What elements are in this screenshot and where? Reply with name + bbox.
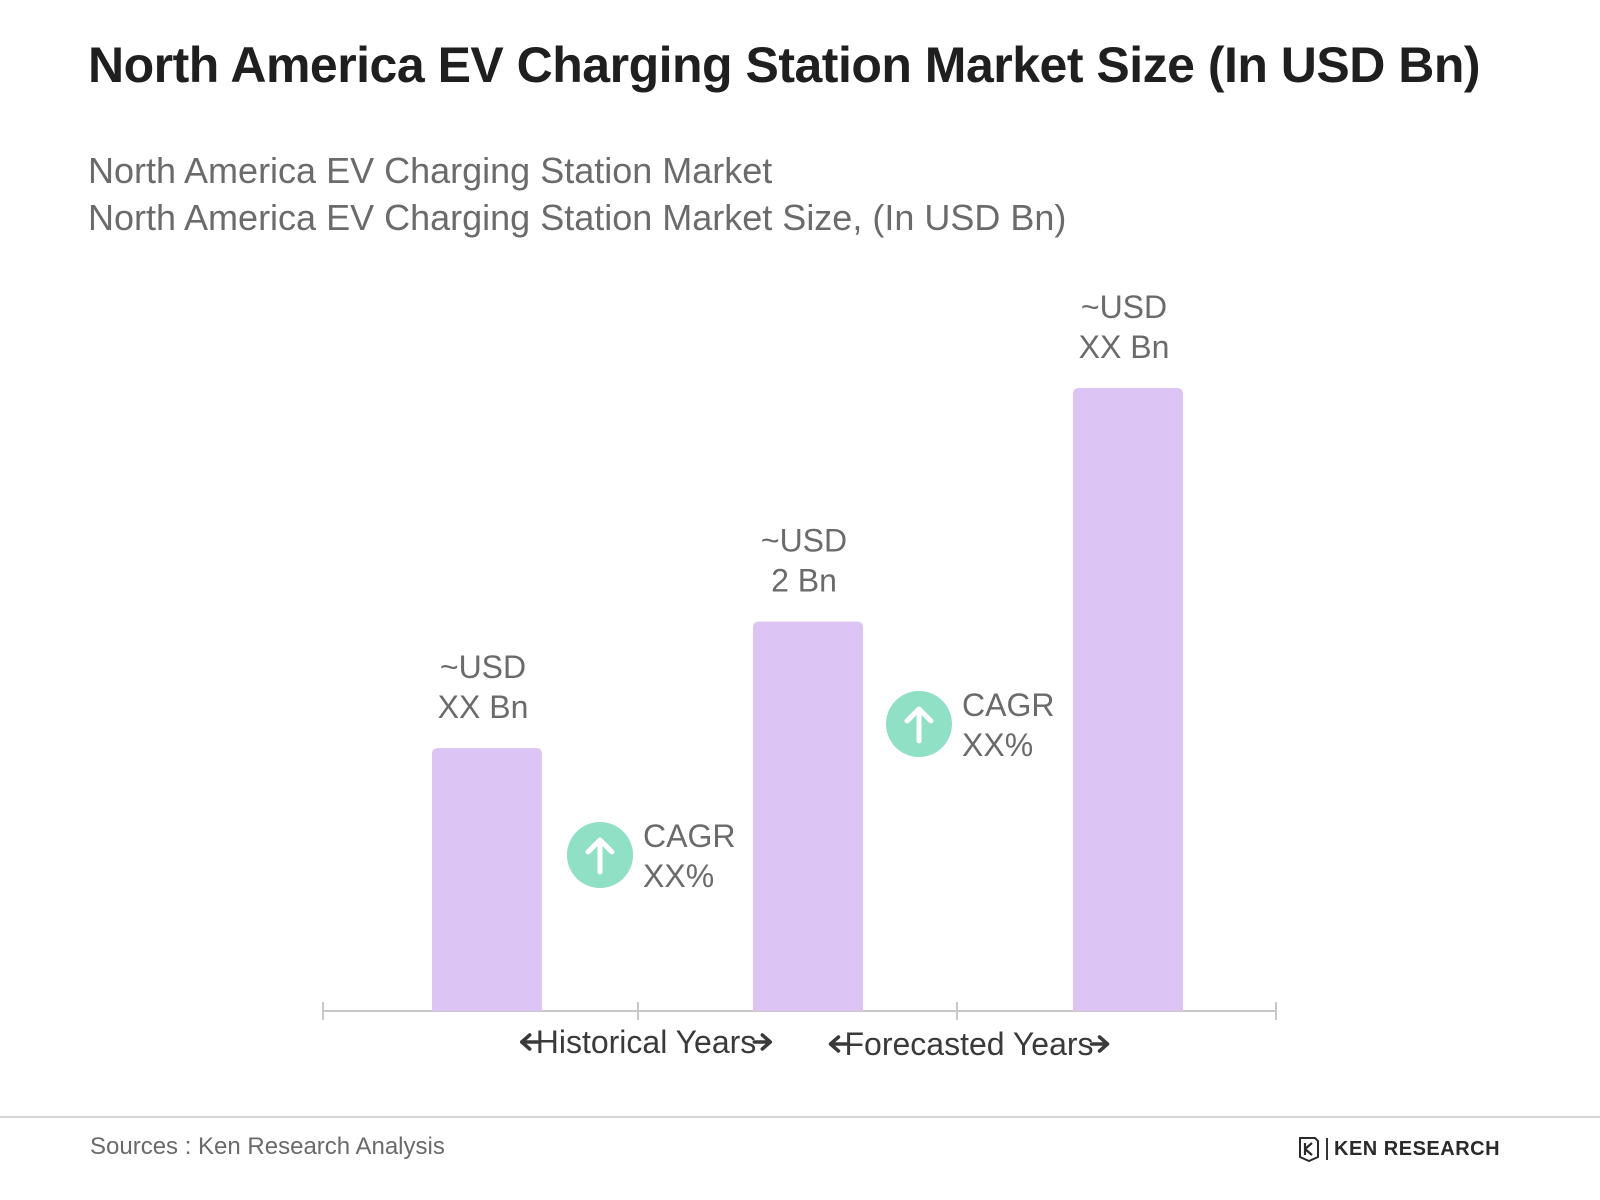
page-title: North America EV Charging Station Market…: [88, 37, 1481, 93]
cagr-label: CAGR: [643, 818, 735, 854]
source-note: Sources : Ken Research Analysis: [90, 1133, 445, 1160]
cagr-label: CAGR: [962, 687, 1054, 723]
bar-value-label: ~USD: [1081, 289, 1167, 325]
bar-value-label: ~USD: [440, 649, 526, 685]
bar-value-label: 2 Bn: [771, 563, 837, 599]
bar: [1073, 388, 1183, 1011]
footer-divider: [0, 1116, 1600, 1118]
period-label: Forecasted Years: [844, 1026, 1093, 1062]
chart-subtitle-secondary: North America EV Charging Station Market…: [88, 197, 1067, 238]
ken-research-logo-icon: [1299, 1137, 1319, 1162]
period-label: Historical Years: [536, 1024, 757, 1060]
arrow-up-icon: [585, 837, 615, 875]
cagr-value: XX%: [643, 858, 714, 894]
logo-separator: [1326, 1138, 1328, 1160]
bar: [432, 748, 542, 1011]
arrow-up-icon: [904, 706, 934, 744]
bar-chart: ~USD XX Bn ~USD 2 Bn ~USD XX Bn CAGR XX% CAGR XX%…: [322, 289, 1277, 1062]
cagr-value: XX%: [962, 727, 1033, 763]
arrow-left-icon: [828, 1035, 849, 1053]
arrow-right-icon: [1089, 1035, 1110, 1053]
arrow-right-icon: [752, 1033, 773, 1051]
logo-text: KEN RESEARCH: [1334, 1137, 1501, 1160]
bar-value-label: XX Bn: [1079, 329, 1170, 365]
chart-subtitle: North America EV Charging Station Market: [88, 150, 773, 191]
bar-value-label: ~USD: [761, 523, 847, 559]
arrow-left-icon: [519, 1033, 540, 1051]
bar-value-label: XX Bn: [438, 689, 529, 725]
ken-research-logo: KEN RESEARCH: [1298, 1136, 1500, 1162]
bar: [753, 621, 863, 1011]
